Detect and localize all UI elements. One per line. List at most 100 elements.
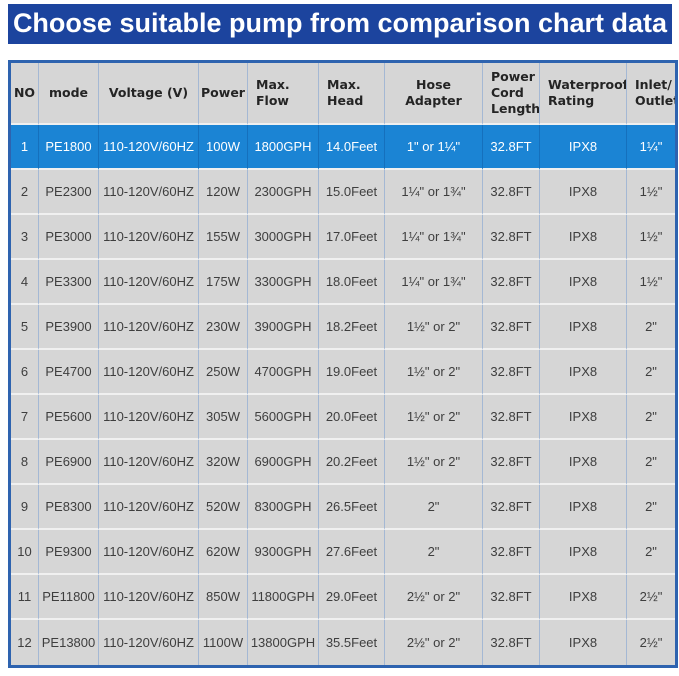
cell-mode: PE2300: [39, 170, 99, 215]
cell-max-head: 14.0Feet: [319, 125, 385, 170]
table-row: 3 PE3000 110-120V/60HZ 155W 3000GPH 17.0Feet 1…: [11, 215, 675, 260]
cell-max-head: 20.2Feet: [319, 440, 385, 485]
cell-mode: PE3900: [39, 305, 99, 350]
cell-power: 850W: [199, 575, 248, 620]
cell-max-head: 17.0Feet: [319, 215, 385, 260]
table-row: 6 PE4700 110-120V/60HZ 250W 4700GPH 19.0Feet 1…: [11, 350, 675, 395]
cell-hose-adapter: 2½" or 2": [385, 575, 483, 620]
cell-max-flow: 11800GPH: [248, 575, 319, 620]
cell-max-head: 26.5Feet: [319, 485, 385, 530]
cell-inlet-outlet: 2": [627, 350, 675, 395]
cell-max-head: 27.6Feet: [319, 530, 385, 575]
cell-max-head: 15.0Feet: [319, 170, 385, 215]
cell-max-head: 29.0Feet: [319, 575, 385, 620]
cell-max-flow: 3000GPH: [248, 215, 319, 260]
cell-hose-adapter: 1¼" or 1¾": [385, 170, 483, 215]
cell-no: 2: [11, 170, 39, 215]
cell-no: 4: [11, 260, 39, 305]
cell-max-head: 35.5Feet: [319, 620, 385, 665]
cell-power-cord-length: 32.8FT: [483, 620, 540, 665]
cell-inlet-outlet: 2": [627, 485, 675, 530]
cell-power-cord-length: 32.8FT: [483, 575, 540, 620]
cell-power: 305W: [199, 395, 248, 440]
cell-power-cord-length: 32.8FT: [483, 170, 540, 215]
cell-no: 5: [11, 305, 39, 350]
cell-hose-adapter: 1¼" or 1¾": [385, 260, 483, 305]
table-row: 11 PE11800 110-120V/60HZ 850W 11800GPH 29.0Fe…: [11, 575, 675, 620]
cell-voltage: 110-120V/60HZ: [99, 170, 199, 215]
cell-power: 120W: [199, 170, 248, 215]
cell-waterproof-rating: IPX8: [540, 350, 627, 395]
cell-max-flow: 3300GPH: [248, 260, 319, 305]
cell-mode: PE3300: [39, 260, 99, 305]
cell-mode: PE9300: [39, 530, 99, 575]
cell-inlet-outlet: 2": [627, 440, 675, 485]
cell-hose-adapter: 2": [385, 485, 483, 530]
cell-hose-adapter: 1½" or 2": [385, 305, 483, 350]
cell-mode: PE8300: [39, 485, 99, 530]
table-row: 2 PE2300 110-120V/60HZ 120W 2300GPH 15.0Feet 1…: [11, 170, 675, 215]
table-row: 9 PE8300 110-120V/60HZ 520W 8300GPH 26.5Feet 2…: [11, 485, 675, 530]
cell-voltage: 110-120V/60HZ: [99, 485, 199, 530]
cell-power: 175W: [199, 260, 248, 305]
cell-power: 620W: [199, 530, 248, 575]
cell-waterproof-rating: IPX8: [540, 305, 627, 350]
cell-mode: PE13800: [39, 620, 99, 665]
cell-inlet-outlet: 2": [627, 530, 675, 575]
cell-no: 12: [11, 620, 39, 665]
cell-voltage: 110-120V/60HZ: [99, 395, 199, 440]
table-body: 1 PE1800 110-120V/60HZ 100W 1800GPH 14.0Feet 1…: [11, 125, 675, 665]
cell-max-head: 19.0Feet: [319, 350, 385, 395]
cell-power: 250W: [199, 350, 248, 395]
column-header-hose-adapter: Hose Adapter: [385, 63, 483, 125]
cell-inlet-outlet: 2": [627, 305, 675, 350]
column-header-inlet-outlet: Inlet/ Outlet: [627, 63, 675, 125]
cell-max-flow: 13800GPH: [248, 620, 319, 665]
table-row: 4 PE3300 110-120V/60HZ 175W 3300GPH 18.0Feet 1…: [11, 260, 675, 305]
cell-waterproof-rating: IPX8: [540, 530, 627, 575]
cell-inlet-outlet: 2½": [627, 620, 675, 665]
column-header-no: NO: [11, 63, 39, 125]
cell-waterproof-rating: IPX8: [540, 485, 627, 530]
cell-power-cord-length: 32.8FT: [483, 125, 540, 170]
table-row: 5 PE3900 110-120V/60HZ 230W 3900GPH 18.2Feet 1…: [11, 305, 675, 350]
cell-no: 8: [11, 440, 39, 485]
cell-mode: PE3000: [39, 215, 99, 260]
cell-power: 320W: [199, 440, 248, 485]
cell-max-flow: 1800GPH: [248, 125, 319, 170]
cell-power: 520W: [199, 485, 248, 530]
cell-max-flow: 4700GPH: [248, 350, 319, 395]
table-row: 8 PE6900 110-120V/60HZ 320W 6900GPH 20.2Feet 1…: [11, 440, 675, 485]
cell-hose-adapter: 1" or 1¼": [385, 125, 483, 170]
cell-voltage: 110-120V/60HZ: [99, 350, 199, 395]
pump-comparison-table: NO mode Voltage (V) Power Max. Flow Max. Head…: [8, 60, 678, 668]
cell-inlet-outlet: 1½": [627, 170, 675, 215]
cell-power: 230W: [199, 305, 248, 350]
cell-no: 10: [11, 530, 39, 575]
header-row: NO mode Voltage (V) Power Max. Flow Max. Head…: [11, 63, 675, 125]
cell-max-flow: 3900GPH: [248, 305, 319, 350]
table-row: 1 PE1800 110-120V/60HZ 100W 1800GPH 14.0Feet 1…: [11, 125, 675, 170]
cell-max-head: 20.0Feet: [319, 395, 385, 440]
cell-no: 11: [11, 575, 39, 620]
cell-waterproof-rating: IPX8: [540, 260, 627, 305]
cell-power-cord-length: 32.8FT: [483, 530, 540, 575]
table-header: NO mode Voltage (V) Power Max. Flow Max. Head…: [11, 63, 675, 125]
table-row: 12 PE13800 110-120V/60HZ 1100W 13800GPH 35.5F…: [11, 620, 675, 665]
cell-max-flow: 2300GPH: [248, 170, 319, 215]
cell-inlet-outlet: 1½": [627, 260, 675, 305]
page-title: Choose suitable pump from comparison cha…: [8, 4, 672, 44]
cell-hose-adapter: 1½" or 2": [385, 440, 483, 485]
cell-waterproof-rating: IPX8: [540, 440, 627, 485]
column-header-max-flow: Max. Flow: [248, 63, 319, 125]
cell-waterproof-rating: IPX8: [540, 215, 627, 260]
cell-voltage: 110-120V/60HZ: [99, 575, 199, 620]
cell-max-flow: 8300GPH: [248, 485, 319, 530]
cell-voltage: 110-120V/60HZ: [99, 440, 199, 485]
cell-power: 155W: [199, 215, 248, 260]
cell-inlet-outlet: 1¼": [627, 125, 675, 170]
cell-waterproof-rating: IPX8: [540, 620, 627, 665]
cell-power-cord-length: 32.8FT: [483, 305, 540, 350]
column-header-power: Power: [199, 63, 248, 125]
cell-inlet-outlet: 2": [627, 395, 675, 440]
